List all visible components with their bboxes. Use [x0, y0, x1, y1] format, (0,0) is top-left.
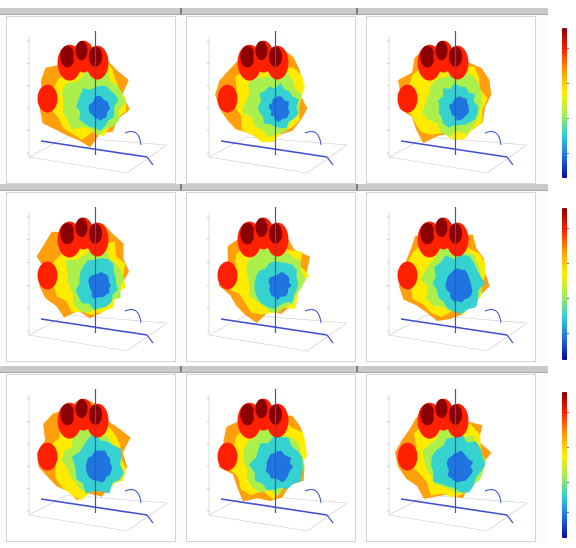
- polar-3d-plot: [207, 207, 348, 352]
- radiation-pattern-surface: [36, 398, 131, 501]
- coordinate-axes: [220, 31, 334, 166]
- coordinate-axes: [220, 389, 334, 524]
- radiation-pattern-surface: [397, 40, 492, 144]
- radiation-pattern-surface: [397, 217, 490, 321]
- colorbar-row-3: [562, 392, 570, 538]
- coordinate-axes: [40, 31, 154, 166]
- axes-box: [207, 37, 348, 174]
- radiation-plot-r2c2[interactable]: [186, 192, 356, 362]
- radiation-plot-r3c3[interactable]: [366, 374, 536, 542]
- polar-3d-plot: [387, 31, 528, 174]
- coordinate-axes: [400, 31, 514, 166]
- coordinate-axes: [220, 207, 334, 344]
- radiation-pattern-surface: [217, 217, 310, 323]
- colorbar-row-1: [562, 28, 570, 178]
- coordinate-axes: [400, 207, 514, 344]
- radiation-plot-r1c1[interactable]: [6, 16, 176, 184]
- radiation-plot-r3c1[interactable]: [6, 374, 176, 542]
- radiation-pattern-surface: [394, 398, 492, 499]
- plot-row-1: [0, 8, 548, 186]
- polar-3d-plot: [387, 207, 528, 352]
- radiation-plot-r1c3[interactable]: [366, 16, 536, 184]
- radiation-plot-r3c2[interactable]: [186, 374, 356, 542]
- polar-3d-plot: [387, 389, 528, 532]
- coordinate-axes: [40, 207, 154, 344]
- polar-3d-plot: [27, 207, 168, 352]
- axes-box: [387, 37, 528, 174]
- row-2-header-bar: [0, 184, 548, 191]
- colorbar-row-2: [562, 208, 570, 360]
- plot-row-3: [0, 366, 548, 544]
- radiation-pattern-surface: [37, 40, 130, 148]
- radiation-plot-r2c1[interactable]: [6, 192, 176, 362]
- axes-box: [27, 213, 168, 352]
- radiation-pattern-surface: [36, 217, 130, 319]
- polar-3d-plot: [27, 389, 168, 532]
- radiation-plot-r2c3[interactable]: [366, 192, 536, 362]
- polar-3d-plot: [27, 31, 168, 174]
- polar-3d-plot: [207, 31, 348, 174]
- polar-3d-plot: [207, 389, 348, 532]
- plot-row-2: [0, 184, 548, 364]
- colorbar-gradient: [562, 208, 567, 360]
- coordinate-axes: [40, 389, 154, 524]
- coordinate-axes: [400, 389, 514, 524]
- row-1-header-bar: [0, 8, 548, 15]
- radiation-pattern-surface: [215, 40, 308, 143]
- colorbar-gradient: [562, 28, 567, 178]
- colorbar-gradient: [562, 392, 567, 538]
- axes-box: [387, 395, 528, 532]
- row-3-header-bar: [0, 366, 548, 373]
- radiation-plot-r1c2[interactable]: [186, 16, 356, 184]
- radiation-pattern-surface: [217, 398, 307, 502]
